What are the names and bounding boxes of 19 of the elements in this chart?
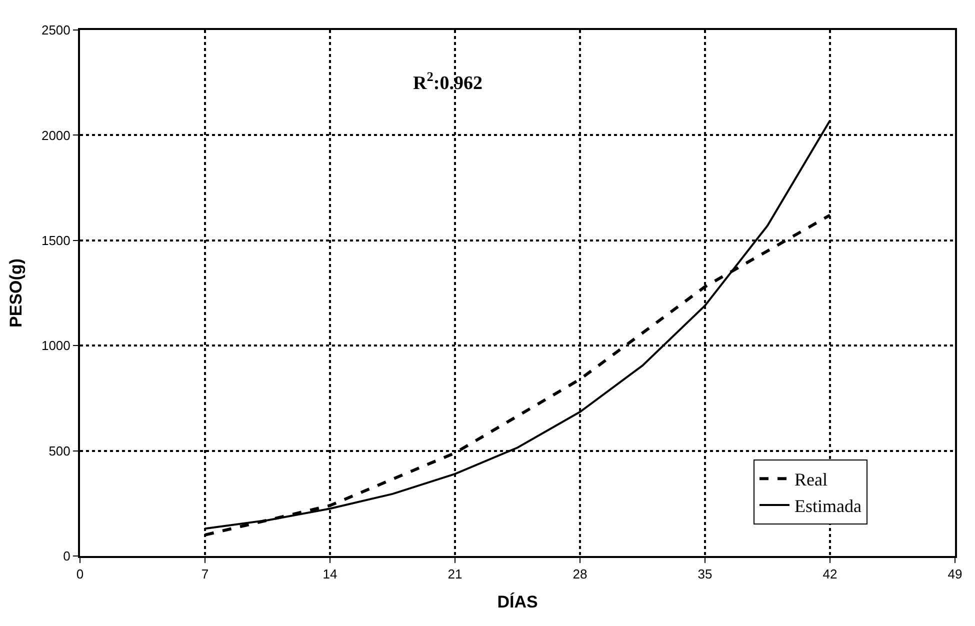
x-tick-label: 35: [698, 566, 712, 582]
y-tick-label: 0: [63, 548, 70, 564]
annotation: R$^{2}$:0.962: [413, 69, 482, 94]
x-tick-label: 42: [822, 566, 838, 582]
y-tick-label: 2000: [41, 128, 70, 143]
x-tick-label: 21: [448, 566, 462, 582]
x-tick-label: 28: [572, 566, 588, 582]
y-tick-label: 1000: [41, 338, 70, 354]
y-tick-label: 2500: [41, 22, 70, 38]
y-axis-title: PESO(g): [6, 258, 26, 328]
x-tick-label: 0: [76, 566, 84, 582]
x-tick-label: 14: [322, 566, 338, 582]
x-tick-label: 7: [201, 566, 209, 582]
legend-label: Estimada: [794, 496, 862, 516]
x-tick-label: 49: [948, 566, 962, 582]
y-tick-label: 500: [48, 443, 70, 458]
legend-label: Real: [794, 470, 828, 490]
x-axis-title: DÍAS: [497, 592, 538, 612]
y-tick-label: 1500: [41, 232, 70, 248]
